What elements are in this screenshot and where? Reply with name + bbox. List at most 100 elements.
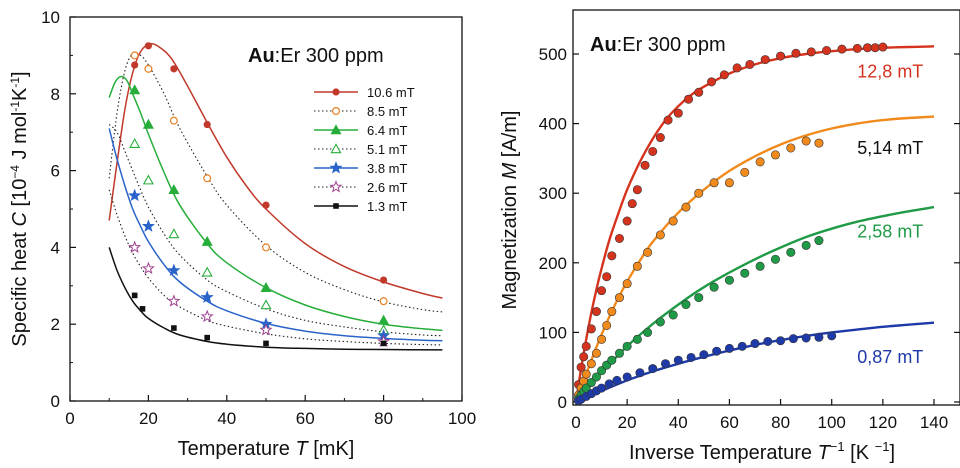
right-data-point [776,51,786,61]
left-data-point [171,325,177,331]
right-data-point [786,247,796,257]
right-data-point [755,261,765,271]
right-x-tick-label: 20 [618,413,637,432]
left-ylabel-sup1: −4 [8,165,22,179]
left-axis-ticks: 0 20 40 60 80 100 0 2 4 6 8 10 [41,8,476,428]
right-data-point [709,282,719,292]
right-series-label-1: 5,14 mT [857,138,923,158]
right-data-point [668,310,678,320]
right-data-point [732,63,742,73]
left-data-point [200,290,214,303]
legend-marker-0 [332,88,340,96]
right-data-point [591,372,601,382]
right-xlabel-sup: −1 [830,439,845,454]
left-y-tick-label: 10 [41,8,60,27]
left-xlabel-part: Temperature [178,438,296,460]
left-ylabel-var: C [9,212,31,227]
left-chart-title: Au:Er 300 ppm [248,45,384,67]
left-x-tick-label: 60 [296,409,315,428]
legend-marker-6 [333,203,339,209]
right-data-point [684,94,694,104]
left-data-point [167,263,181,277]
right-series-labels: 12,8 mT 5,14 mT 2,58 mT 0,87 mT [857,61,923,366]
right-data-point [612,375,622,385]
right-data-point [607,355,617,365]
left-data-point [204,334,210,341]
right-data-point [586,378,596,388]
left-data-point [128,240,142,253]
right-data-point [627,199,637,209]
left-data-point [201,235,213,246]
right-data-point [597,383,607,393]
right-data-point [597,286,607,296]
right-y-tick-label: 200 [539,254,567,273]
right-data-point [760,55,770,65]
right-plot-frame [572,9,960,406]
left-data-point [168,184,180,195]
right-data-point [681,300,691,310]
legend-marker-5 [329,180,343,193]
right-data-point [822,46,832,56]
left-fit-curve-6 [108,247,443,351]
right-data-point [622,216,632,226]
left-fit-curve-4 [108,128,443,342]
left-x-tick-label: 100 [448,409,476,428]
legend-marker-2 [330,124,342,135]
specific-heat-chart: 0 20 40 60 80 100 0 2 4 6 8 10 Au:Er 300 ppm 10.6 m… [8,8,476,460]
right-data-point [770,254,780,264]
right-data-point [806,47,816,57]
left-data-point [379,297,388,306]
right-data-point [737,341,747,351]
right-data-point [694,87,704,97]
right-data-point [614,348,624,358]
left-xlabel-var: T [295,438,309,460]
right-series-label-2: 2,58 mT [857,221,923,241]
left-data-point [380,276,388,284]
right-y-tick-label: 500 [539,45,567,64]
left-data-point [131,61,139,69]
left-x-tick-label: 40 [217,409,236,428]
right-title-au: Au [590,34,617,56]
right-data-point [712,346,722,356]
left-fit-curve-5 [108,189,443,346]
right-data-point [602,272,612,282]
left-fit-curve-2 [108,75,443,332]
right-data-point [740,167,750,177]
right-data-point [673,108,683,118]
right-data-point [837,44,847,54]
left-ylabel-part: Specific heat [9,227,31,347]
left-data-point [144,64,153,73]
right-data-point [673,355,683,365]
right-data-point [791,48,801,58]
right-data-point [622,279,632,289]
right-data-point [622,341,632,351]
left-data-point [167,294,181,307]
right-data-point [648,146,658,156]
right-data-point [750,339,760,349]
right-data-point [814,138,824,148]
left-data-point [262,201,270,209]
left-x-tick-label: 0 [65,409,74,428]
right-data-point [597,366,607,376]
right-data-point [579,352,589,362]
left-data-point [141,219,155,232]
left-data-point [169,116,178,125]
right-data-point [655,317,665,327]
right-data-point [622,372,632,382]
left-ylabel-part4: K [9,87,31,101]
right-data-point [724,343,734,353]
right-data-point [643,247,653,257]
left-data-point [380,340,387,347]
right-data-point [660,359,670,369]
right-data-point [591,348,601,358]
legend-marker-1 [332,106,341,115]
right-data-point [632,185,642,195]
right-ylabel-part: Magnetization [499,179,521,309]
left-data-point [259,323,273,336]
legend-label-6: 1.3 mT [367,199,408,214]
right-data-point [668,216,678,226]
right-series-label-0: 12,8 mT [857,61,923,81]
left-y-tick-label: 2 [51,315,60,334]
right-data-point [643,327,653,337]
left-legend: 10.6 mT 8.5 mT 6.4 mT 5.1 mT 3.8 mT 2.6 mT 1.3… [314,85,415,214]
